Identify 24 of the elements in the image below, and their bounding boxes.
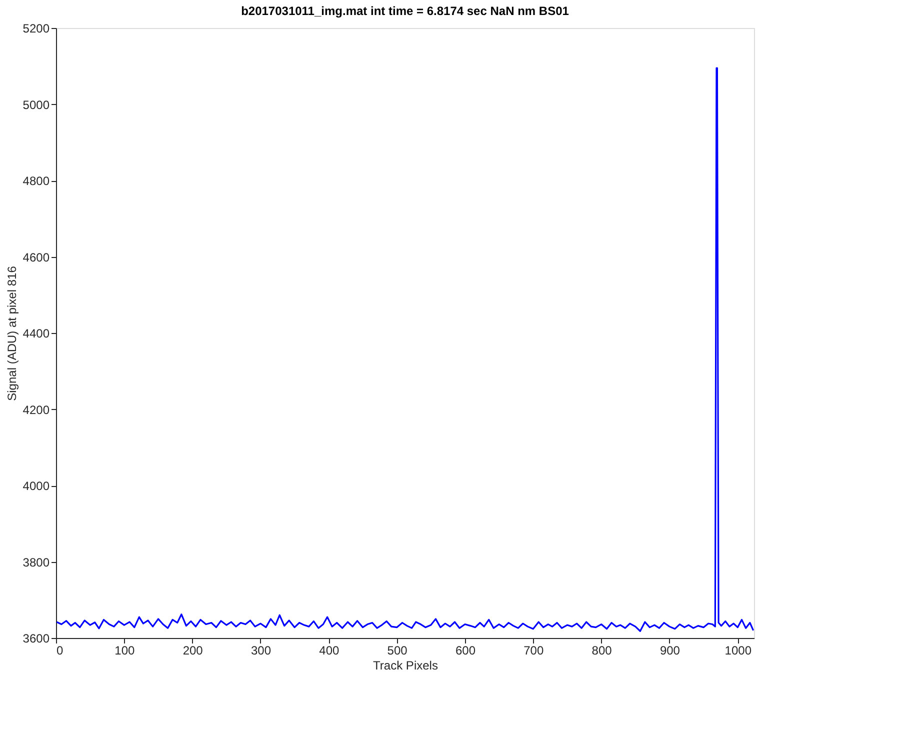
y-tick-label: 3600 xyxy=(22,632,50,646)
x-tick-label: 900 xyxy=(660,644,680,658)
x-tick-label: 200 xyxy=(182,644,204,658)
x-axis-title: Track Pixels xyxy=(373,658,438,672)
y-tick-label: 4000 xyxy=(22,479,50,493)
y-axis-title: Signal (ADU) at pixel 816 xyxy=(4,266,19,401)
y-tick-label: 4800 xyxy=(22,174,50,188)
y-tick-label: 5200 xyxy=(22,22,50,36)
line-series xyxy=(56,67,754,632)
x-tick-label: 800 xyxy=(592,644,612,658)
x-tick-label: 0 xyxy=(56,644,64,658)
x-tick-label: 600 xyxy=(455,644,476,658)
y-tick-label: 5000 xyxy=(22,98,50,112)
x-tick-label: 700 xyxy=(524,644,544,658)
y-tick-label: 4200 xyxy=(22,402,50,417)
x-tick-label: 100 xyxy=(114,644,135,658)
y-tick-label: 3800 xyxy=(22,555,50,570)
x-tick-label: 500 xyxy=(387,644,408,658)
chart-title: b2017031011_img.mat int time = 6.8174 sec NaN nm BS01 xyxy=(241,4,570,18)
x-tick-label: 1000 xyxy=(724,644,752,658)
y-tick-label: 4600 xyxy=(22,250,50,264)
x-tick-label: 400 xyxy=(319,644,340,658)
y-tick-label: 4400 xyxy=(22,326,50,340)
x-tick-label: 300 xyxy=(250,644,272,658)
